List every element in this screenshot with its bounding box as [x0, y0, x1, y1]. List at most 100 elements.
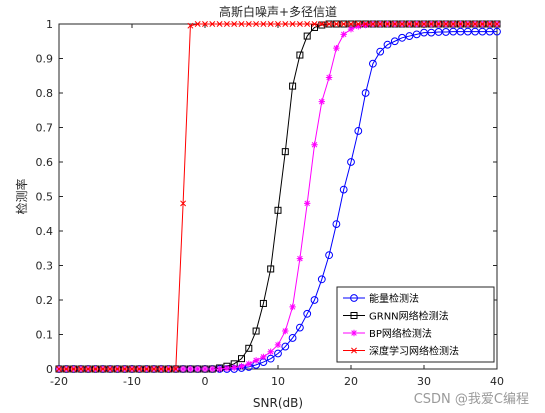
data-point [369, 59, 377, 68]
data-point [362, 21, 369, 29]
y-tick-label: 0.8 [36, 87, 54, 100]
data-point [245, 344, 253, 352]
data-point [296, 21, 303, 27]
data-point [435, 21, 442, 27]
legend-label: 能量检测法 [369, 292, 419, 305]
data-point [304, 200, 311, 207]
data-point [383, 40, 392, 49]
data-point [332, 220, 341, 229]
data-point [351, 347, 357, 354]
y-tick-label: 0.7 [36, 122, 54, 135]
data-point [317, 275, 326, 284]
x-tick-label: 0 [202, 375, 209, 388]
y-tick-label: 0.6 [36, 156, 54, 169]
data-point [180, 200, 187, 207]
data-point [486, 21, 493, 27]
y-tick-label: 0.2 [36, 294, 54, 307]
data-point [143, 366, 150, 372]
data-point [442, 28, 450, 36]
data-point [274, 349, 282, 358]
data-point [464, 21, 471, 27]
data-point [479, 21, 486, 27]
data-point [209, 21, 216, 27]
data-point [216, 365, 223, 373]
data-point [318, 21, 326, 29]
y-tick-label: 0.4 [36, 225, 54, 238]
data-point [361, 89, 370, 97]
data-point [428, 21, 435, 27]
x-axis-title: SNR(dB) [253, 396, 303, 410]
data-point [252, 357, 260, 364]
data-point [172, 366, 179, 372]
data-point [413, 21, 420, 27]
series-3 [56, 21, 500, 372]
data-point [179, 365, 187, 373]
data-point [194, 21, 201, 27]
data-point [107, 366, 114, 372]
data-point [325, 251, 334, 260]
data-point [405, 32, 414, 40]
data-point [421, 21, 427, 27]
data-point [398, 33, 407, 42]
data-point [304, 21, 311, 27]
y-tick-label: 0.9 [36, 53, 54, 66]
data-point [136, 366, 143, 372]
data-point [187, 22, 194, 29]
data-point [347, 25, 355, 33]
data-point [238, 355, 245, 363]
data-point [494, 21, 500, 27]
data-point [114, 366, 121, 372]
x-tick-label: 20 [344, 375, 358, 388]
data-point [376, 47, 385, 56]
data-point [384, 21, 391, 27]
legend-label: BP网络检测法 [369, 327, 432, 340]
data-point [267, 21, 274, 27]
data-point [390, 37, 399, 46]
data-point [333, 44, 340, 52]
data-point [288, 334, 297, 342]
legend-item: GRNN网络检测法 [343, 310, 449, 323]
y-tick-label: 1 [46, 18, 53, 31]
chart-title: 高斯白噪声+多径信道 [219, 4, 337, 19]
x-tick-label: 40 [490, 375, 504, 388]
x-tick-label: 30 [417, 375, 431, 388]
y-tick-label: 0.5 [36, 191, 54, 204]
data-point [296, 323, 304, 332]
data-point [245, 360, 252, 368]
data-point [289, 82, 297, 90]
watermark: CSDN @我爱C编程 [413, 392, 529, 407]
data-point [339, 185, 348, 194]
data-point [129, 366, 135, 372]
x-tick-label: -20 [50, 375, 68, 388]
data-point [252, 327, 260, 335]
data-point [350, 329, 358, 337]
data-point [442, 21, 449, 27]
data-point [201, 365, 209, 373]
data-point [253, 21, 260, 27]
data-point [223, 365, 231, 372]
data-point [259, 299, 267, 307]
data-point [369, 21, 376, 27]
data-point [165, 366, 172, 372]
data-point [406, 21, 413, 27]
data-point [275, 21, 281, 27]
data-point [350, 312, 358, 319]
y-tick-label: 0 [46, 363, 53, 376]
data-point [463, 27, 472, 36]
x-tick-label: -10 [123, 375, 141, 388]
data-point [310, 296, 319, 304]
y-tick-label: 0.1 [36, 329, 54, 342]
data-point [266, 354, 275, 363]
data-point [457, 21, 464, 27]
data-point [493, 27, 501, 36]
data-point [391, 21, 398, 27]
data-point [267, 265, 275, 273]
data-point [296, 51, 304, 59]
data-point [296, 255, 304, 262]
data-point [70, 366, 77, 372]
data-point [340, 31, 347, 38]
legend-item: 能量检测法 [343, 292, 419, 305]
data-point [194, 365, 201, 373]
data-point [399, 21, 406, 27]
